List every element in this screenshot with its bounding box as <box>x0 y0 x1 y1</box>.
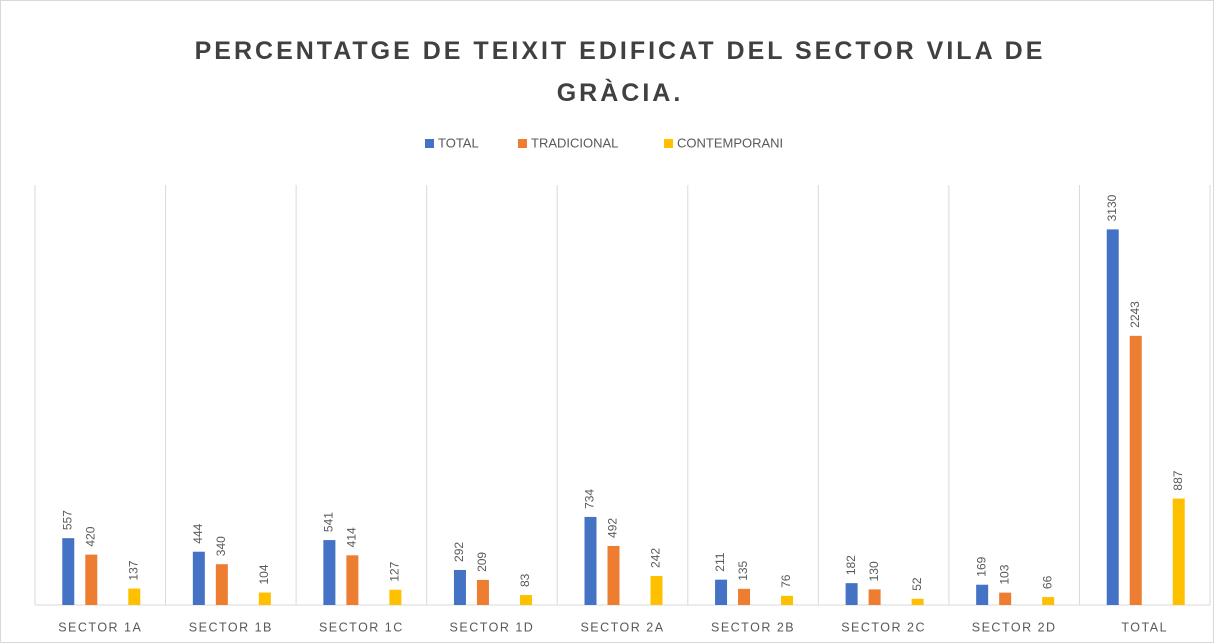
data-label: 182 <box>844 555 858 575</box>
bar <box>323 540 336 605</box>
data-label: 66 <box>1040 575 1054 589</box>
data-label: 444 <box>191 523 205 543</box>
bar <box>738 588 751 605</box>
data-label: 103 <box>997 564 1011 584</box>
bar <box>453 569 466 605</box>
x-tick-label: SECTOR 2B <box>711 620 795 634</box>
bar <box>389 589 402 605</box>
bar <box>999 592 1012 605</box>
data-label: 3130 <box>1105 194 1119 221</box>
data-label: 420 <box>83 526 97 546</box>
bar <box>868 589 881 605</box>
x-tick-label: SECTOR 2A <box>580 620 664 634</box>
x-tick-label: SECTOR 1C <box>319 620 404 634</box>
legend-label: CONTEMPORANI <box>677 135 783 150</box>
data-label: 52 <box>910 577 924 591</box>
bar <box>976 584 989 605</box>
data-label: 209 <box>475 552 489 572</box>
data-label: 340 <box>214 536 228 556</box>
data-label: 83 <box>518 573 532 587</box>
data-label: 557 <box>60 510 74 530</box>
data-label: 137 <box>126 560 140 580</box>
data-label: 734 <box>583 489 597 509</box>
data-label: 135 <box>736 560 750 580</box>
bar <box>1172 498 1185 605</box>
bar <box>584 516 597 605</box>
legend-label: TRADICIONAL <box>531 135 618 150</box>
bar <box>215 564 228 605</box>
data-label: 104 <box>257 564 271 584</box>
bar <box>911 598 924 605</box>
bar <box>607 545 620 605</box>
data-label: 130 <box>867 561 881 581</box>
data-label: 2243 <box>1128 301 1142 328</box>
x-tick-label: SECTOR 1A <box>58 620 142 634</box>
bar <box>715 579 728 605</box>
data-label: 414 <box>345 527 359 547</box>
bar <box>192 551 205 605</box>
data-label: 492 <box>606 518 620 538</box>
bar <box>476 579 489 605</box>
x-tick-label: TOTAL <box>1121 620 1168 634</box>
bar <box>346 555 359 605</box>
bar <box>845 583 858 605</box>
bar <box>1042 597 1055 605</box>
bar <box>128 588 141 605</box>
bar <box>1129 335 1142 605</box>
bar <box>85 554 98 605</box>
title-line: GRÀCIA. <box>557 78 684 107</box>
x-tick-label: SECTOR 2C <box>841 620 926 634</box>
title-line: PERCENTATGE DE TEIXIT EDIFICAT DEL SECTO… <box>195 37 1046 65</box>
data-label: 127 <box>388 561 402 581</box>
x-tick-label: SECTOR 1B <box>189 620 273 634</box>
bar <box>519 595 532 605</box>
data-label: 76 <box>779 574 793 588</box>
bar <box>781 595 794 605</box>
legend-swatch <box>518 139 527 148</box>
chart-title: PERCENTATGE DE TEIXIT EDIFICAT DEL SECTO… <box>195 37 1046 107</box>
bar <box>258 592 271 605</box>
bar <box>1106 229 1119 605</box>
legend-swatch <box>425 139 434 148</box>
legend-label: TOTAL <box>438 135 479 150</box>
data-label: 292 <box>452 542 466 562</box>
legend-swatch <box>664 139 673 148</box>
data-label: 541 <box>322 512 336 532</box>
data-label: 242 <box>649 548 663 568</box>
data-label: 887 <box>1171 470 1185 490</box>
bar <box>650 575 663 605</box>
bar <box>62 538 75 605</box>
data-label: 211 <box>713 552 727 571</box>
data-label: 169 <box>974 556 988 576</box>
x-tick-label: SECTOR 2D <box>972 620 1057 634</box>
x-tick-label: SECTOR 1D <box>450 620 535 634</box>
